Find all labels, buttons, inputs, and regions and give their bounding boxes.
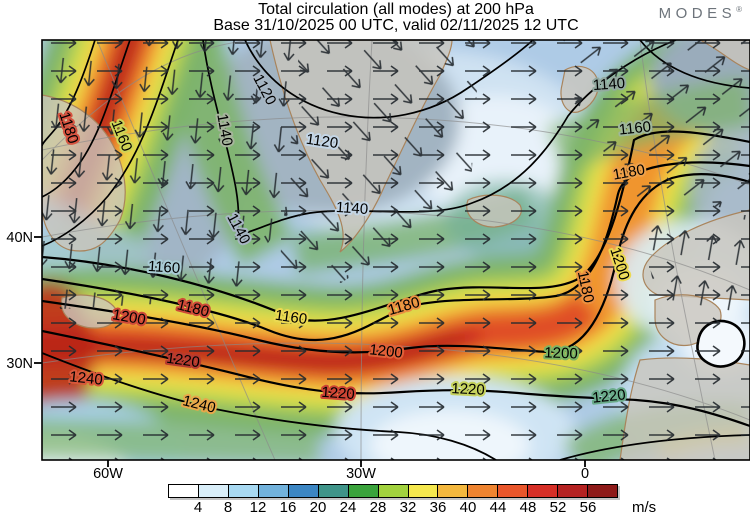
figure-header: Total circulation (all modes) at 200 hPa… xyxy=(42,2,750,34)
modes-logo-text: MODES xyxy=(658,5,737,22)
colorbar-tick-label: 40 xyxy=(459,499,477,516)
colorbar-cell xyxy=(438,485,469,497)
contour-label: 1140 xyxy=(592,75,625,94)
colorbar-tick-label: 56 xyxy=(579,499,597,516)
colorbar-cell xyxy=(198,485,229,497)
colorbar-cell xyxy=(498,485,529,497)
colorbar-cell xyxy=(408,485,439,497)
contour-label: 1220 xyxy=(321,384,355,403)
page-title: Total circulation (all modes) at 200 hPa xyxy=(258,1,534,18)
colorbar-tick-label: 24 xyxy=(339,499,357,516)
colorbar-tick-label: 52 xyxy=(549,499,567,516)
colorbar-cell xyxy=(169,485,199,497)
colorbar-unit: m/s xyxy=(632,499,657,516)
colorbar-tick-label: 16 xyxy=(279,499,297,516)
colorbar-ticklabels: 4 8 12 16 20 24 28 32 36 40 44 48 52 56 xyxy=(168,499,618,516)
colorbar-tick-label: 36 xyxy=(429,499,447,516)
colorbar xyxy=(168,484,618,498)
contour-label: 1160 xyxy=(274,307,308,328)
registered-mark: ® xyxy=(736,5,742,14)
colorbar-cell xyxy=(468,485,499,497)
colorbar-tick-label: 8 xyxy=(223,499,233,516)
colorbar-cell xyxy=(378,485,409,497)
colorbar-cell xyxy=(288,485,319,497)
contour-label: 1240 xyxy=(69,368,104,388)
contour-label: 1220 xyxy=(591,386,626,406)
colorbar-tick-label: 44 xyxy=(489,499,507,516)
map-canvas: 1180 1160 1140 1120 1120 1140 1140 1140 … xyxy=(42,40,750,460)
colorbar-cell xyxy=(348,485,379,497)
colorbar-cell xyxy=(258,485,289,497)
colorbar-cell xyxy=(318,485,349,497)
y-axis-label-30n: 30N xyxy=(6,356,33,372)
contour-label: 1200 xyxy=(369,341,404,361)
x-axis-label-60w: 60W xyxy=(93,466,123,482)
colorbar-tick-label: 20 xyxy=(309,499,327,516)
wind-arrows xyxy=(42,40,750,460)
colorbar-cell xyxy=(528,485,559,497)
axis-ticks xyxy=(34,236,586,467)
colorbar-tick-label: 28 xyxy=(369,499,387,516)
modes-logo: MODES® xyxy=(659,5,742,22)
colorbar-tick-label: 32 xyxy=(399,499,417,516)
x-axis-label-0: 0 xyxy=(581,466,589,482)
contour-label: 1160 xyxy=(618,118,652,138)
x-axis-label-30w: 30W xyxy=(346,466,376,482)
y-axis-label-40n: 40N xyxy=(6,230,33,246)
contour-label: 1220 xyxy=(451,380,485,399)
colorbar-cell xyxy=(558,485,589,497)
colorbar-cell xyxy=(228,485,259,497)
contour-label: 1140 xyxy=(335,199,368,218)
contour-label: 1200 xyxy=(544,344,578,362)
colorbar-tick-label: 4 xyxy=(193,499,203,516)
colorbar-cell xyxy=(588,485,618,497)
map-border xyxy=(41,39,750,461)
page-subtitle: Base 31/10/2025 00 UTC, valid 02/11/2025… xyxy=(213,17,579,34)
colorbar-tick-label: 12 xyxy=(249,499,267,516)
contour-label: 1160 xyxy=(147,258,180,277)
colorbar-tick-label: 48 xyxy=(519,499,537,516)
